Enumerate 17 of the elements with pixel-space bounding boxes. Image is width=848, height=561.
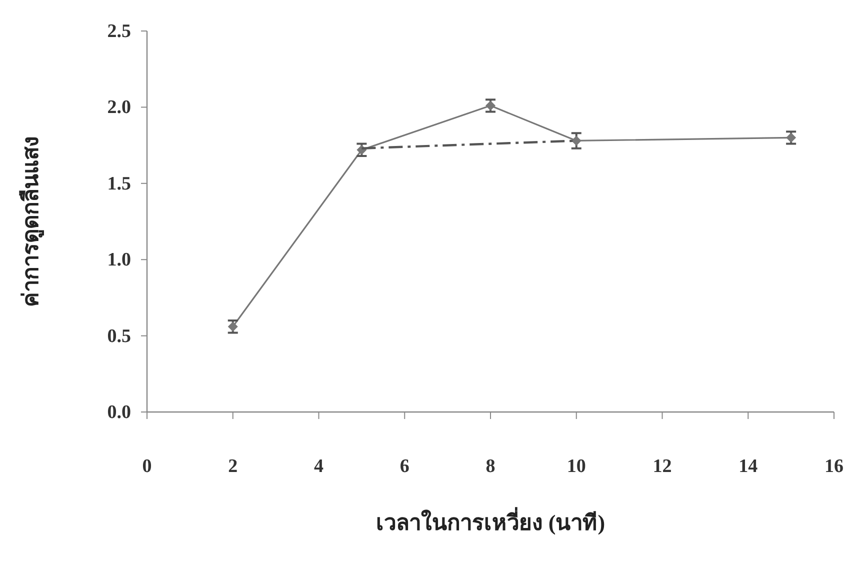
x-tick-label: 4 <box>314 456 324 477</box>
x-axis-title: เวลาในการเหวี่ยง (นาที) <box>376 506 606 535</box>
y-axis-title: ค่าการดูดกลืนแสง <box>18 136 45 307</box>
y-tick-label: 0.0 <box>107 402 131 423</box>
x-tick-label: 10 <box>566 456 586 477</box>
x-tick-label: 12 <box>652 456 672 477</box>
x-tick-label: 0 <box>142 456 152 477</box>
x-tick-label: 2 <box>228 456 238 477</box>
y-tick-label: 1.5 <box>107 173 131 194</box>
y-tick-label: 2.5 <box>107 21 131 42</box>
y-tick-label: 1.0 <box>107 250 131 271</box>
x-tick-label: 8 <box>486 456 496 477</box>
x-tick-label: 14 <box>738 456 758 477</box>
x-tick-label: 16 <box>824 456 844 477</box>
y-tick-label: 2.0 <box>107 97 131 118</box>
y-tick-label: 0.5 <box>107 326 131 347</box>
x-tick-label: 6 <box>400 456 410 477</box>
